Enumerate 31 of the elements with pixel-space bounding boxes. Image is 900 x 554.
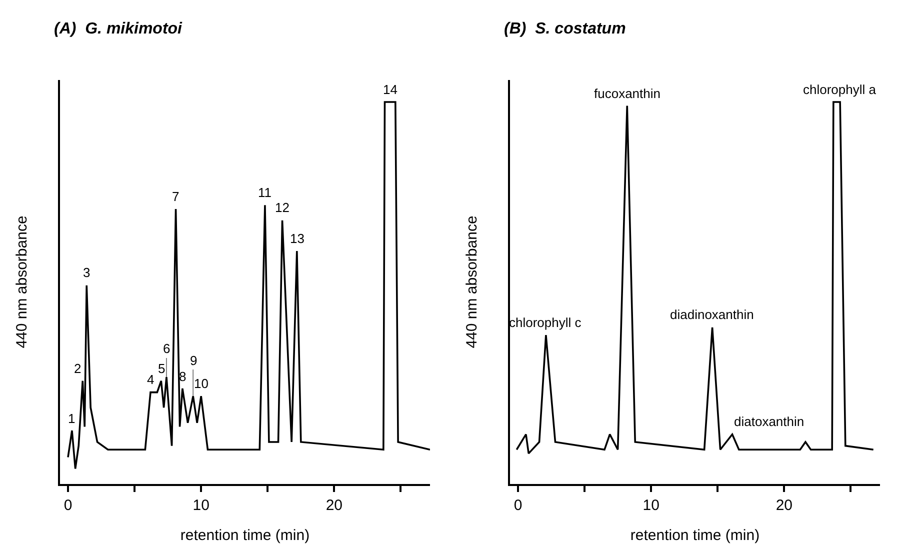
annotation: 8: [179, 369, 186, 384]
annotation: 4: [147, 372, 154, 387]
x-tick-label: 10: [642, 497, 660, 514]
x-tick-label: 0: [64, 497, 72, 514]
annotation: 6: [163, 341, 170, 356]
annotation: diatoxanthin: [734, 414, 804, 429]
x-axis-title: retention time (min): [630, 527, 760, 544]
annotation: 7: [172, 189, 180, 204]
chart-title: (A) G. mikimotoi: [54, 20, 183, 38]
x-axis-title: retention time (min): [180, 527, 310, 544]
x-tick-label: 0: [514, 497, 522, 514]
annotation: 9: [190, 353, 198, 368]
annotation: 1: [68, 411, 76, 426]
y-axis-title: 440 nm absorbance: [14, 216, 30, 348]
y-axis-title: 440 nm absorbance: [464, 216, 480, 348]
annotation: fucoxanthin: [594, 86, 660, 101]
x-tick-label: 20: [326, 497, 343, 514]
annotation: 3: [83, 265, 90, 280]
annotation: 14: [383, 82, 398, 97]
x-tick-label: 10: [192, 497, 210, 514]
annotation: chlorophyll c: [509, 315, 582, 330]
chart-title: (B) S. costatum: [504, 20, 626, 38]
x-tick-label: 20: [776, 497, 793, 514]
annotation: 10: [194, 376, 208, 391]
annotation: 12: [275, 200, 290, 215]
annotation: 13: [290, 231, 304, 246]
annotation: chlorophyll a: [803, 82, 877, 97]
annotation: 11: [258, 185, 272, 200]
annotation: diadinoxanthin: [670, 307, 754, 322]
annotation: 2: [74, 361, 82, 376]
annotation: 5: [158, 361, 166, 376]
